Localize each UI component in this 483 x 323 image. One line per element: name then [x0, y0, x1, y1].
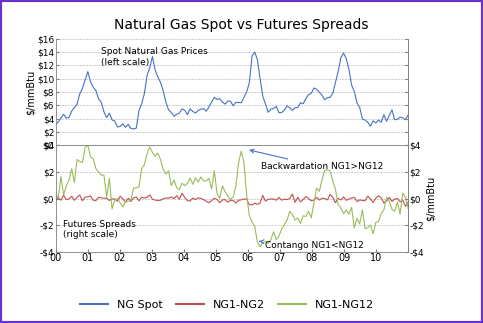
Text: Natural Gas Spot vs Futures Spreads: Natural Gas Spot vs Futures Spreads	[114, 18, 369, 32]
Text: Contango NG1<NG12: Contango NG1<NG12	[260, 240, 364, 250]
Y-axis label: $/mmBtu: $/mmBtu	[426, 176, 436, 221]
Legend: NG Spot, NG1-NG2, NG1-NG12: NG Spot, NG1-NG2, NG1-NG12	[76, 295, 378, 314]
Y-axis label: $/mmBtu: $/mmBtu	[26, 69, 36, 115]
Text: Backwardation NG1>NG12: Backwardation NG1>NG12	[250, 149, 383, 171]
Text: Futures Spreads
(right scale): Futures Spreads (right scale)	[63, 220, 135, 239]
Text: Spot Natural Gas Prices
(left scale): Spot Natural Gas Prices (left scale)	[101, 47, 208, 67]
